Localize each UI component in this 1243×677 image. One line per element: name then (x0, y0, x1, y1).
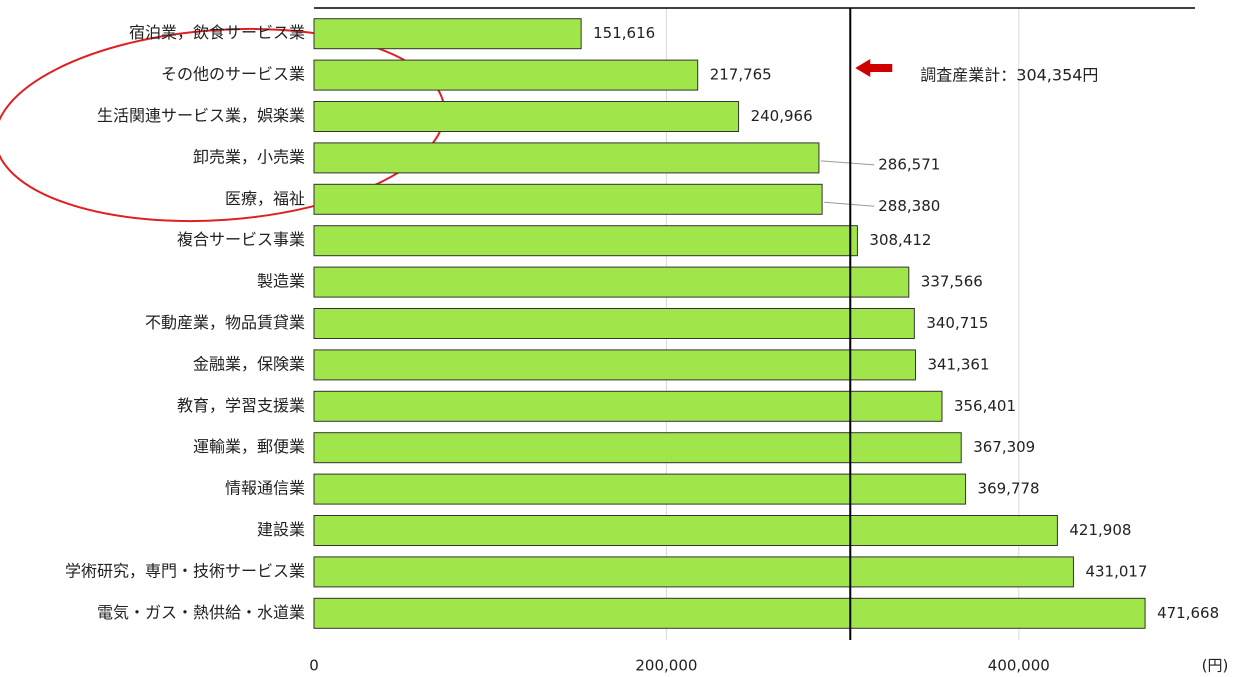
value-label: 367,309 (973, 438, 1035, 456)
bar (313, 266, 910, 298)
value-label: 431,017 (1085, 562, 1147, 580)
y-tick-label: 学術研究，専門・技術サービス業 (65, 561, 305, 580)
value-label: 308,412 (869, 231, 931, 249)
reference-arrow (855, 59, 893, 77)
value-label: 356,401 (954, 397, 1016, 415)
bar (313, 142, 820, 174)
y-tick-label: 金融業，保険業 (193, 354, 305, 373)
bar (313, 390, 943, 422)
x-tick-label: 400,000 (988, 657, 1050, 675)
value-label: 337,566 (921, 273, 983, 291)
bar (313, 515, 1058, 546)
bar (313, 18, 582, 50)
bar (313, 556, 1074, 588)
bar (313, 597, 1146, 629)
value-label: 286,571 (878, 155, 940, 173)
reference-label: 調査産業計：304,354円 (920, 66, 1098, 85)
value-label: 341,361 (927, 355, 989, 373)
y-tick-label: 生活関連サービス業，娯楽業 (97, 106, 305, 125)
value-label: 151,616 (593, 24, 655, 42)
bar (313, 473, 967, 505)
value-label: 240,966 (751, 107, 813, 125)
y-tick-label: 教育，学習支援業 (177, 396, 305, 415)
y-tick-label: 情報通信業 (225, 479, 305, 498)
x-tick-label: 0 (309, 657, 319, 675)
value-label: 369,778 (978, 480, 1040, 498)
y-tick-label: その他のサービス業 (161, 65, 305, 84)
y-tick-label: 建設業 (257, 520, 305, 539)
y-tick-label: 運輸業，郵便業 (193, 437, 305, 456)
bar (313, 101, 740, 132)
leader-line (820, 160, 875, 166)
value-label: 421,908 (1069, 521, 1131, 539)
value-label: 340,715 (926, 314, 988, 332)
y-tick-label: 医療，福祉 (225, 189, 305, 208)
bar (313, 59, 699, 91)
y-tick-label: 複合サービス事業 (177, 230, 305, 249)
y-tick-label: 宿泊業，飲食サービス業 (129, 23, 305, 42)
bar (313, 308, 915, 339)
bar (313, 225, 858, 257)
value-label: 288,380 (878, 197, 940, 215)
y-tick-label: 電気・ガス・熱供給・水道業 (97, 603, 305, 622)
x-unit: (円) (1202, 657, 1229, 675)
bar (313, 349, 916, 381)
y-tick-label: 不動産業，物品賃貸業 (145, 313, 305, 332)
value-label: 217,765 (710, 66, 772, 84)
leader-line (824, 201, 875, 207)
value-label: 471,668 (1157, 604, 1219, 622)
y-tick-label: 製造業 (257, 272, 305, 291)
y-tick-label: 卸売業，小売業 (193, 147, 305, 166)
x-tick-label: 200,000 (635, 657, 697, 675)
bar (313, 432, 962, 464)
bar (313, 183, 823, 215)
